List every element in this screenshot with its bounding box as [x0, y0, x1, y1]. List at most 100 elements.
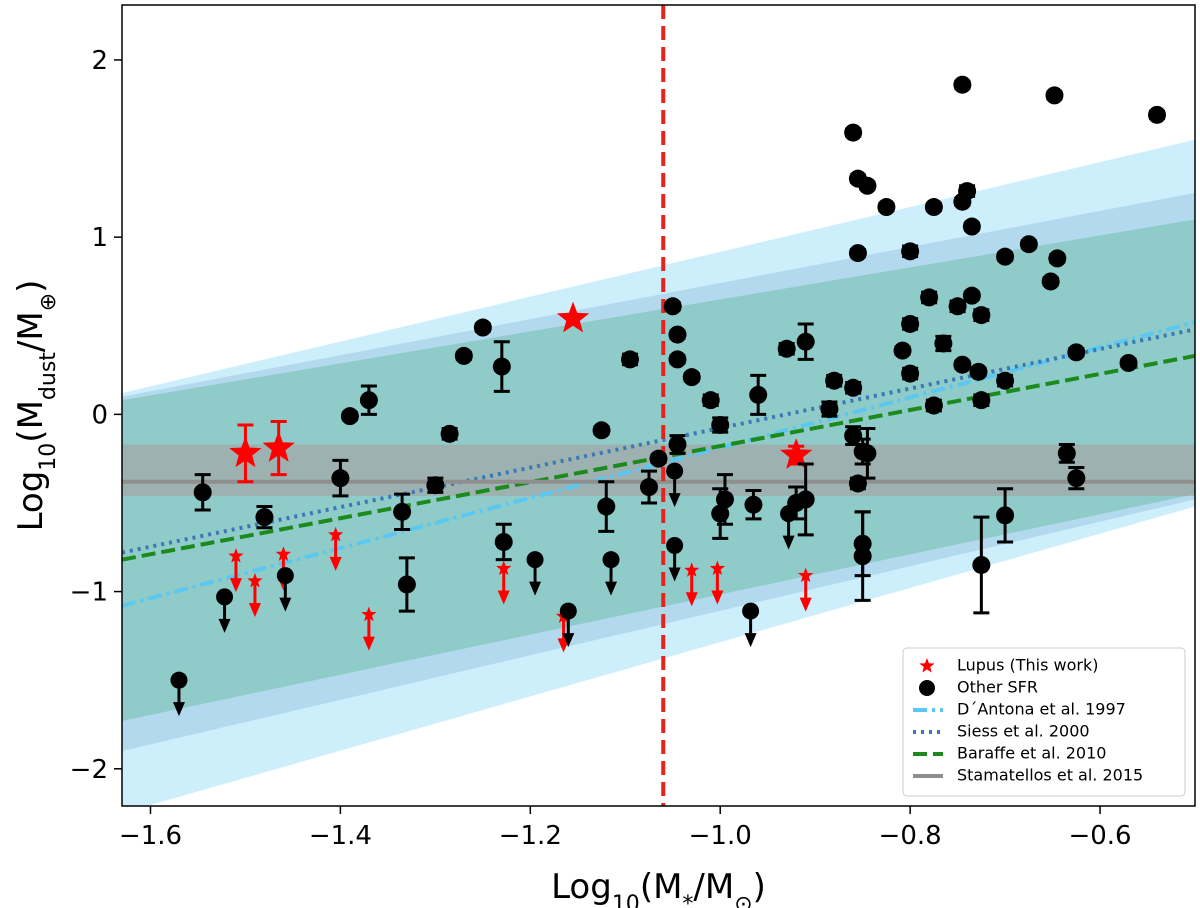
y-tick-label: −1: [70, 578, 108, 608]
point: [666, 462, 684, 480]
y-tick-label: 1: [91, 223, 108, 253]
label-part: /M: [693, 867, 734, 907]
label-part: 10: [36, 443, 61, 471]
point: [473, 318, 492, 337]
point: [1148, 105, 1167, 124]
point: [711, 415, 730, 434]
point: [454, 346, 473, 365]
legend: Lupus (This work) Other SFR D´Antona et al…: [902, 647, 1186, 797]
point: [216, 588, 234, 606]
plot-frame: [121, 4, 1196, 807]
point: [958, 182, 977, 201]
point: [744, 495, 763, 514]
upper-limit-arrowhead: [711, 590, 724, 605]
point: [276, 567, 294, 585]
upper-limit-arrowhead: [529, 581, 542, 596]
upper-limit-arrowhead: [744, 633, 757, 648]
label-part: ⊙: [734, 892, 752, 908]
axes: −1.6 −1.4 −1.2 −1.0 −0.8 −0.6−2−1012Log10(M*/…: [11, 4, 1196, 908]
x-tick-label: −1.0: [689, 821, 752, 851]
point: [934, 334, 953, 353]
upper-limit-arrowhead: [329, 556, 342, 571]
point: [972, 306, 991, 325]
point: [962, 217, 981, 236]
point: [494, 532, 513, 551]
point: [996, 506, 1015, 525]
point: [996, 247, 1015, 266]
point: [901, 314, 920, 333]
label-part: ⊕: [36, 293, 61, 311]
model-line: [122, 327, 1195, 555]
point: [275, 546, 292, 561]
point: [228, 548, 244, 563]
upper-limit-arrowhead: [248, 602, 261, 617]
point: [397, 575, 416, 594]
point: [440, 424, 459, 443]
legend-box: [902, 647, 1186, 797]
point: [262, 431, 295, 462]
legend-label: Siess et al. 2000: [957, 722, 1090, 741]
point: [1057, 444, 1076, 463]
point: [948, 297, 967, 316]
point: [848, 244, 867, 263]
upper-limit-arrowhead: [668, 567, 681, 582]
point: [858, 444, 877, 463]
point: [920, 288, 939, 307]
label-part: (M: [11, 400, 51, 443]
point: [1048, 249, 1067, 268]
point: [796, 490, 815, 509]
point: [844, 123, 863, 142]
point: [328, 526, 344, 542]
legend-marker: [919, 658, 935, 673]
point: [602, 551, 620, 569]
point: [858, 176, 877, 195]
x-tick-label: −1.4: [309, 821, 372, 851]
point: [649, 449, 668, 468]
plot-area: [122, 5, 1195, 806]
point: [393, 502, 412, 521]
upper-limit-arrowhead: [218, 618, 231, 633]
point: [592, 421, 611, 440]
x-tick-label: −0.6: [1068, 821, 1131, 851]
label-part: dust: [36, 352, 61, 400]
point: [953, 75, 972, 94]
legend-label: Stamatellos et al. 2015: [957, 766, 1143, 785]
label-part: ): [11, 280, 51, 293]
point: [255, 508, 274, 527]
upper-limit-arrowhead: [229, 578, 242, 593]
point: [193, 483, 212, 502]
label-part: ): [753, 867, 766, 907]
point: [901, 364, 920, 383]
point: [780, 438, 813, 469]
point: [969, 362, 988, 381]
upper-limit-arrowhead: [562, 633, 575, 648]
point: [1119, 353, 1138, 372]
x-tick-label: −0.8: [879, 821, 942, 851]
x-tick-label: −1.2: [499, 821, 562, 851]
point: [247, 572, 263, 588]
point: [640, 478, 659, 497]
y-tick-label: 2: [91, 46, 108, 76]
xlabel-label: Log10(M*/M⊙): [551, 867, 766, 908]
point: [668, 325, 687, 344]
point: [1067, 469, 1086, 488]
point: [853, 547, 872, 566]
point: [877, 198, 896, 217]
point: [953, 355, 972, 374]
upper-limit-arrowhead: [605, 581, 618, 596]
legend-label: D´Antona et al. 1997: [957, 700, 1126, 719]
x-tick-label: −1.6: [119, 821, 182, 851]
legend-label: Baraffe et al. 2010: [957, 744, 1106, 763]
upper-limit-arrowhead: [172, 702, 185, 717]
point: [559, 602, 577, 620]
point: [1041, 272, 1060, 291]
point: [340, 407, 359, 426]
label-part: /M: [11, 311, 51, 352]
point: [893, 341, 912, 360]
point: [621, 350, 640, 369]
point: [492, 357, 511, 376]
point: [496, 560, 512, 576]
label-part: *: [682, 892, 693, 908]
point: [742, 602, 760, 620]
